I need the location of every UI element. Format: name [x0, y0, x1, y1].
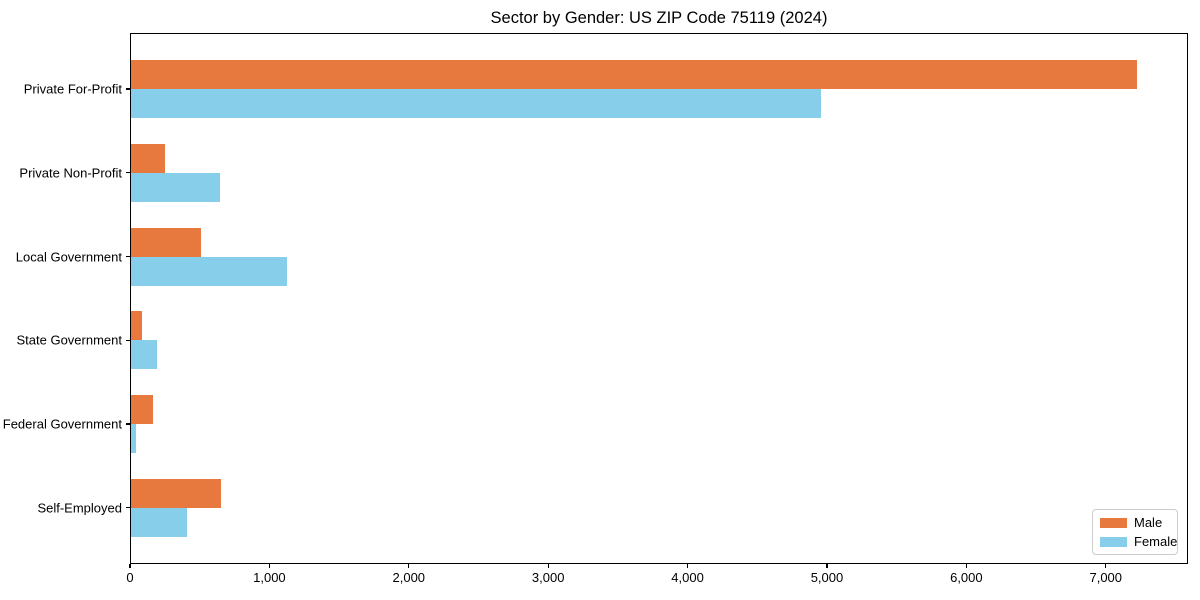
- bar-male-2: [131, 227, 201, 257]
- bar-female-2: [131, 256, 288, 286]
- y-tick-label: Private For-Profit: [23, 81, 122, 97]
- x-tick-mark: [965, 564, 967, 568]
- x-tick-label: 6,000: [950, 570, 983, 585]
- bar-male-4: [131, 395, 154, 425]
- bar-female-1: [131, 172, 220, 202]
- y-tick-mark: [126, 423, 130, 425]
- bar-male-5: [131, 478, 221, 508]
- female-swatch: [1100, 536, 1127, 547]
- x-tick-label: 4,000: [671, 570, 704, 585]
- y-tick-mark: [126, 507, 130, 509]
- x-tick-label: 0: [126, 570, 134, 585]
- bar-male-1: [131, 143, 166, 173]
- y-tick-label: Federal Government: [2, 416, 122, 432]
- legend-item-female: Female: [1100, 534, 1177, 549]
- x-tick-label: 2,000: [392, 570, 426, 585]
- male-swatch: [1100, 517, 1127, 528]
- legend-label-male: Male: [1134, 515, 1163, 530]
- plot-area: [130, 33, 1188, 564]
- y-tick-mark: [126, 88, 130, 90]
- bar-female-0: [131, 89, 821, 118]
- y-tick-mark: [126, 255, 130, 258]
- y-tick-label: Self-Employed: [37, 500, 122, 516]
- x-tick-label: 7,000: [1089, 570, 1123, 585]
- bar-female-5: [131, 507, 187, 537]
- x-tick-mark: [268, 564, 270, 568]
- y-tick-label: State Government: [16, 332, 123, 348]
- x-tick-mark: [129, 564, 131, 568]
- legend: Male Female: [1092, 509, 1178, 555]
- y-tick-label: Local Government: [15, 249, 122, 265]
- bar-female-3: [131, 340, 157, 370]
- x-tick-mark: [1105, 564, 1107, 568]
- bar-male-0: [131, 60, 1138, 89]
- bar-female-4: [131, 424, 136, 454]
- bar-male-3: [131, 311, 143, 341]
- x-tick-label: 3,000: [531, 570, 565, 585]
- x-tick-mark: [547, 564, 549, 568]
- legend-item-male: Male: [1100, 515, 1169, 530]
- x-tick-label: 1,000: [253, 570, 286, 585]
- y-tick-label: Private Non-Profit: [19, 165, 122, 181]
- x-tick-mark: [826, 564, 828, 568]
- chart-title: Sector by Gender: US ZIP Code 75119 (202…: [490, 9, 828, 27]
- x-tick-mark: [408, 564, 410, 568]
- x-tick-mark: [686, 564, 689, 568]
- y-tick-mark: [126, 172, 130, 174]
- x-tick-label: 5,000: [810, 570, 844, 585]
- legend-label-female: Female: [1134, 534, 1178, 549]
- y-tick-mark: [126, 339, 130, 341]
